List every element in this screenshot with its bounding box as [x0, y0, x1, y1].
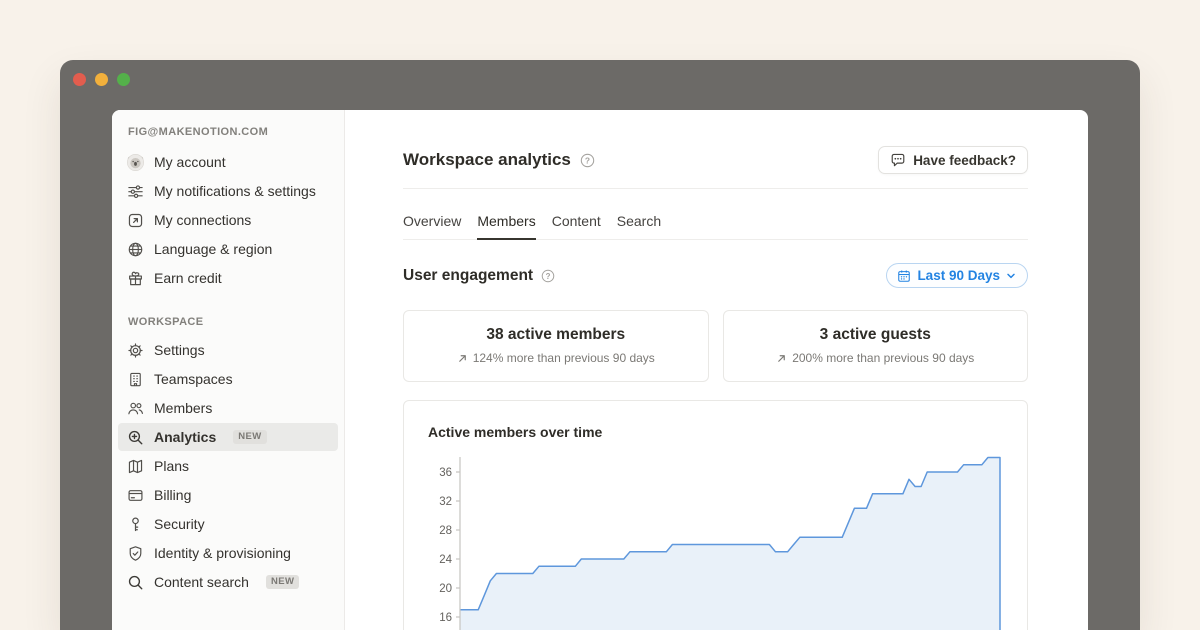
- gear-icon: [126, 341, 145, 360]
- active-members-delta: 124% more than previous 90 days: [473, 351, 655, 366]
- y-tick-label: 36: [439, 467, 452, 479]
- sidebar-item-teamspaces[interactable]: Teamspaces: [118, 365, 338, 393]
- credit-card-icon: [126, 486, 145, 505]
- sidebar-item-analytics[interactable]: Analytics NEW: [118, 423, 338, 451]
- gift-icon: [126, 269, 145, 288]
- sidebar-item-label: Language & region: [154, 239, 272, 259]
- new-badge: NEW: [233, 430, 266, 444]
- building-icon: [126, 370, 145, 389]
- chevron-down-icon: [1006, 271, 1016, 281]
- y-tick-label: 28: [439, 525, 452, 537]
- trend-up-icon: [457, 353, 468, 364]
- sidebar-item-security[interactable]: Security: [118, 510, 338, 538]
- sidebar-item-earn-credit[interactable]: Earn credit: [118, 264, 338, 292]
- sidebar-item-label: Analytics: [154, 427, 216, 447]
- window-controls: [73, 73, 130, 86]
- account-email-label: FIG@MAKENOTION.COM: [112, 124, 344, 140]
- tab-members[interactable]: Members: [477, 189, 535, 239]
- workspace-section-label: WORKSPACE: [112, 314, 344, 330]
- analytics-content: Workspace analytics ? Have feedback? Ove…: [345, 110, 1088, 630]
- sidebar-item-label: Security: [154, 514, 205, 534]
- y-tick-label: 16: [439, 612, 452, 624]
- sidebar-item-content-search[interactable]: Content search NEW: [118, 568, 338, 596]
- active-guests-stat-card: 3 active guests 200% more than previous …: [723, 310, 1029, 382]
- sliders-icon: [126, 182, 145, 201]
- page-title: Workspace analytics: [403, 150, 571, 170]
- sidebar-item-label: Earn credit: [154, 268, 222, 288]
- tab-search[interactable]: Search: [617, 189, 661, 239]
- help-icon[interactable]: ?: [580, 153, 595, 168]
- svg-text:?: ?: [585, 155, 590, 165]
- sidebar-item-my-notifications-settings[interactable]: My notifications & settings: [118, 177, 338, 205]
- settings-sidebar: FIG@MAKENOTION.COM My account My notifica…: [112, 110, 345, 630]
- members-over-time-chart: 16 20 24 28 32 36: [428, 454, 1003, 630]
- active-members-stat-card: 38 active members 124% more than previou…: [403, 310, 709, 382]
- have-feedback-label: Have feedback?: [913, 153, 1016, 168]
- sidebar-item-settings[interactable]: Settings: [118, 336, 338, 364]
- date-range-dropdown[interactable]: Last 90 Days: [886, 263, 1028, 288]
- globe-icon: [126, 240, 145, 259]
- members-chart-card: Active members over time 16 20 24 28 32 36: [403, 400, 1028, 630]
- magnifier-plus-icon: [126, 428, 145, 447]
- sidebar-item-label: Settings: [154, 340, 205, 360]
- avatar-icon: [126, 153, 145, 172]
- people-icon: [126, 399, 145, 418]
- magnifier-icon: [126, 573, 145, 592]
- zoom-window-button[interactable]: [117, 73, 130, 86]
- map-icon: [126, 457, 145, 476]
- have-feedback-button[interactable]: Have feedback?: [878, 146, 1028, 174]
- svg-text:?: ?: [546, 271, 551, 280]
- active-guests-delta: 200% more than previous 90 days: [792, 351, 974, 366]
- sidebar-item-label: Teamspaces: [154, 369, 233, 389]
- sidebar-item-label: My account: [154, 152, 226, 172]
- chart-title: Active members over time: [428, 423, 1003, 441]
- sidebar-item-identity-provisioning[interactable]: Identity & provisioning: [118, 539, 338, 567]
- minimize-window-button[interactable]: [95, 73, 108, 86]
- y-tick-label: 32: [439, 496, 452, 508]
- sidebar-item-billing[interactable]: Billing: [118, 481, 338, 509]
- user-engagement-heading: User engagement: [403, 267, 533, 285]
- sidebar-item-members[interactable]: Members: [118, 394, 338, 422]
- sidebar-item-label: My connections: [154, 210, 251, 230]
- sidebar-item-my-connections[interactable]: My connections: [118, 206, 338, 234]
- settings-modal: FIG@MAKENOTION.COM My account My notifica…: [112, 110, 1088, 630]
- feedback-bubble-icon: [890, 152, 906, 168]
- engagement-help-icon[interactable]: ?: [541, 269, 555, 283]
- calendar-icon: [897, 269, 911, 283]
- y-tick-label: 20: [439, 583, 452, 595]
- sidebar-item-label: Content search: [154, 572, 249, 592]
- tab-content[interactable]: Content: [552, 189, 601, 239]
- active-guests-value: 3 active guests: [734, 325, 1018, 344]
- sidebar-item-label: Members: [154, 398, 212, 418]
- app-window: FIG@MAKENOTION.COM My account My notifica…: [60, 60, 1140, 630]
- date-range-label: Last 90 Days: [917, 268, 1000, 283]
- workspace-menu: Settings Teamspaces Members Analytics NEW Pla…: [112, 336, 344, 596]
- new-badge: NEW: [266, 575, 299, 589]
- sidebar-item-plans[interactable]: Plans: [118, 452, 338, 480]
- sidebar-item-label: My notifications & settings: [154, 181, 316, 201]
- analytics-tabs: Overview Members Content Search: [403, 189, 1028, 240]
- arrow-up-right-square-icon: [126, 211, 145, 230]
- sidebar-item-label: Plans: [154, 456, 189, 476]
- active-members-value: 38 active members: [414, 325, 698, 344]
- key-icon: [126, 515, 145, 534]
- shield-check-icon: [126, 544, 145, 563]
- sidebar-item-my-account[interactable]: My account: [118, 148, 338, 176]
- tab-overview[interactable]: Overview: [403, 189, 461, 239]
- sidebar-item-label: Billing: [154, 485, 191, 505]
- sidebar-item-language-region[interactable]: Language & region: [118, 235, 338, 263]
- trend-up-icon: [776, 353, 787, 364]
- close-window-button[interactable]: [73, 73, 86, 86]
- sidebar-item-label: Identity & provisioning: [154, 543, 291, 563]
- account-menu: My account My notifications & settings My …: [112, 148, 344, 292]
- y-tick-label: 24: [439, 554, 452, 566]
